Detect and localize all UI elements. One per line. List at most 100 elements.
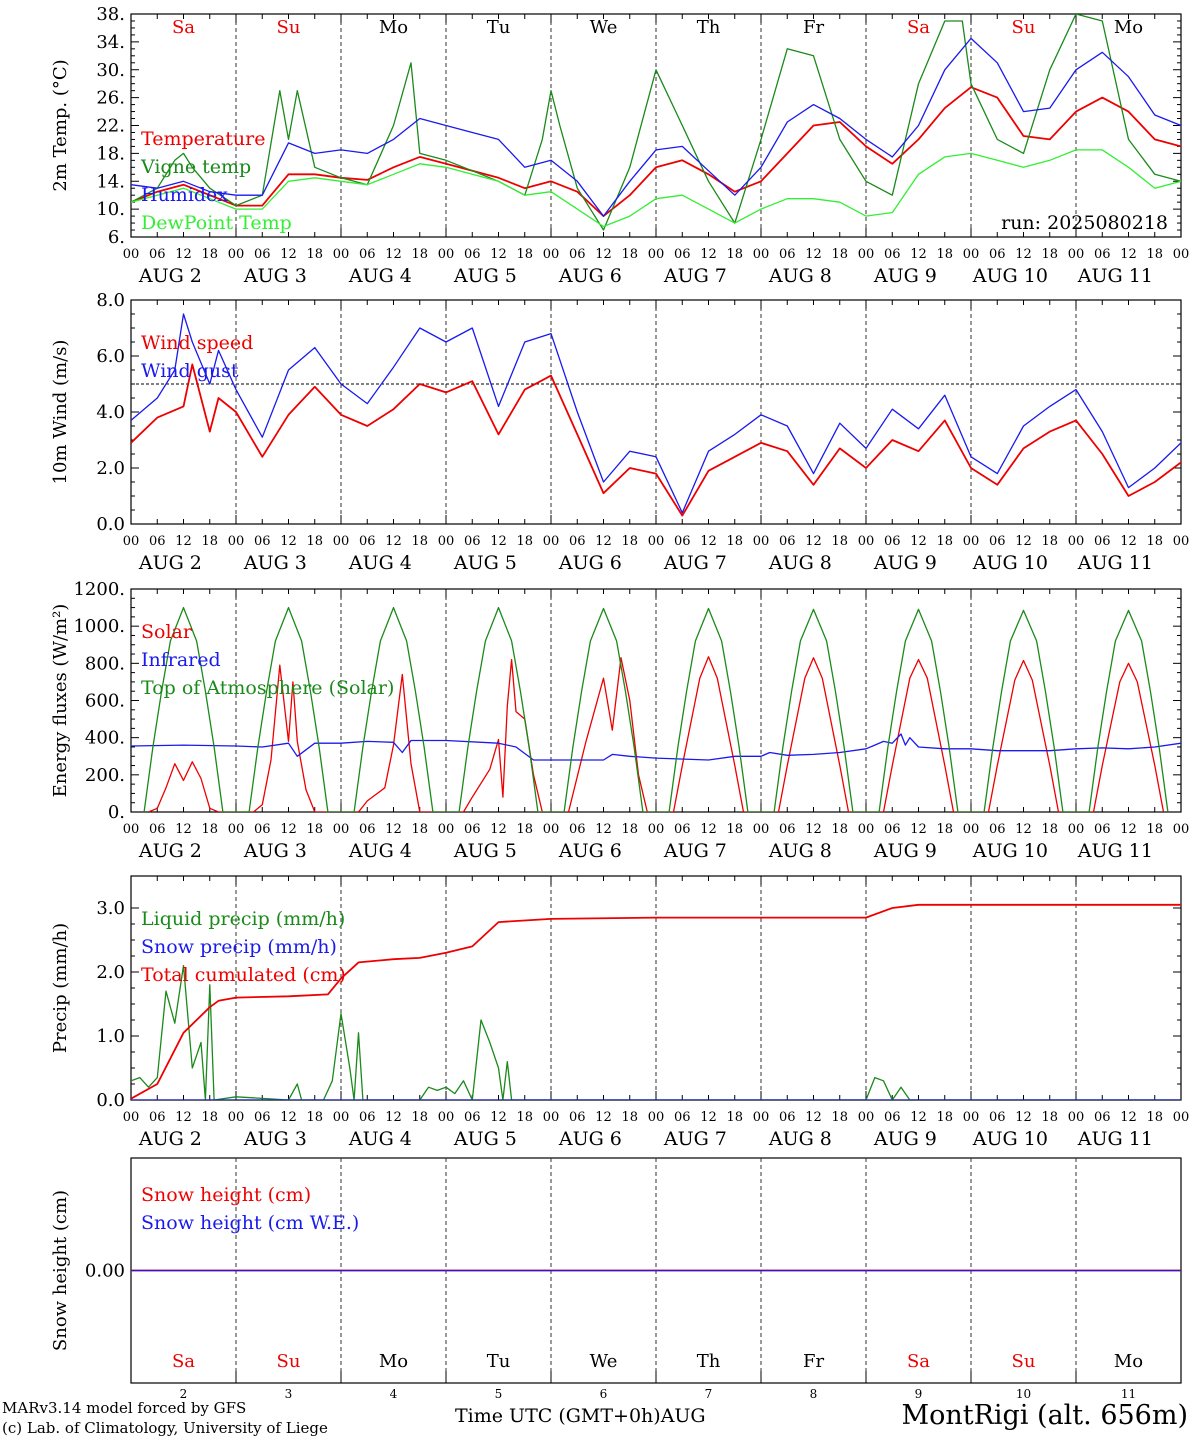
weekday-label: Th <box>697 1351 721 1372</box>
hour-tick-label: 06 <box>254 247 271 262</box>
hour-tick-label: 18 <box>201 247 218 262</box>
hour-tick-label: 18 <box>831 247 848 262</box>
date-label: AUG 3 <box>243 265 307 287</box>
hour-tick-label: 00 <box>333 822 350 837</box>
hour-tick-label: 00 <box>648 534 665 549</box>
weekday-label: Mo <box>379 1351 408 1372</box>
date-number: 9 <box>915 1387 923 1401</box>
hour-tick-label: 18 <box>411 247 428 262</box>
date-number: 4 <box>390 1387 398 1401</box>
hour-tick-label: 18 <box>306 822 323 837</box>
hour-tick-label: 00 <box>963 1110 980 1125</box>
hour-tick-label: 12 <box>805 1110 822 1125</box>
hour-tick-label: 12 <box>805 822 822 837</box>
hour-tick-label: 18 <box>621 534 638 549</box>
hour-tick-label: 06 <box>674 1110 691 1125</box>
hour-tick-label: 06 <box>359 822 376 837</box>
date-label: AUG 2 <box>138 840 202 862</box>
series-line-top-of-atmosphere-solar- <box>143 606 1169 812</box>
y-tick-label: 14. <box>96 171 125 192</box>
hour-tick-label: 06 <box>674 822 691 837</box>
hour-tick-label: 06 <box>884 534 901 549</box>
series-line-wind-gust <box>131 313 1181 514</box>
date-label: AUG 10 <box>972 265 1048 287</box>
footer-model-credit: MARv3.14 model forced by GFS <box>2 1399 247 1417</box>
date-label: AUG 4 <box>348 840 412 862</box>
date-label: AUG 3 <box>243 552 307 574</box>
y-tick-label: 0.0 <box>96 1090 125 1111</box>
y-axis-label: 2m Temp. (°C) <box>50 59 71 191</box>
y-tick-label: 6. <box>108 227 125 248</box>
hour-tick-label: 06 <box>884 822 901 837</box>
series-line-liquid-precip-mm-h- <box>131 964 1181 1100</box>
date-label: AUG 6 <box>558 265 622 287</box>
weekday-label: Sa <box>172 1351 195 1372</box>
footer-time-axis-label: Time UTC (GMT+0h)AUG <box>455 1405 706 1427</box>
legend-entry: Wind gust <box>141 360 239 382</box>
hour-tick-label: 00 <box>438 1110 455 1125</box>
y-tick-label: 10. <box>96 199 125 220</box>
date-label: AUG 11 <box>1077 552 1153 574</box>
footer-station-name: MontRigi (alt. 656m) <box>901 1400 1188 1431</box>
hour-tick-label: 06 <box>884 1110 901 1125</box>
hour-tick-label: 06 <box>1094 534 1111 549</box>
legend-entry: Solar <box>141 621 193 643</box>
hour-tick-label: 00 <box>1173 534 1190 549</box>
hour-tick-label: 06 <box>569 534 586 549</box>
hour-tick-label: 00 <box>228 822 245 837</box>
hour-tick-label: 12 <box>385 247 402 262</box>
hour-tick-label: 00 <box>543 822 560 837</box>
date-number: 8 <box>810 1387 818 1401</box>
hour-tick-label: 12 <box>280 247 297 262</box>
weekday-label: Su <box>1012 1351 1036 1372</box>
hour-tick-label: 18 <box>306 1110 323 1125</box>
legend-entry: Vigne temp <box>140 156 251 178</box>
weekday-label: Mo <box>379 17 408 38</box>
hour-tick-label: 06 <box>779 1110 796 1125</box>
date-label: AUG 6 <box>558 552 622 574</box>
hour-tick-label: 00 <box>1068 247 1085 262</box>
hour-tick-label: 00 <box>858 247 875 262</box>
hour-tick-label: 00 <box>1068 822 1085 837</box>
date-label: AUG 5 <box>453 840 517 862</box>
hour-tick-label: 06 <box>464 1110 481 1125</box>
hour-tick-label: 06 <box>1094 247 1111 262</box>
hour-tick-label: 00 <box>858 1110 875 1125</box>
hour-tick-label: 00 <box>648 247 665 262</box>
weekday-label: Su <box>277 1351 301 1372</box>
panel-precip: 00 06 12 18 00 06 12 18 00 06 12 18 00 06 12 18 00 06 12 18… <box>50 875 1189 1150</box>
date-label: AUG 11 <box>1077 840 1153 862</box>
weekday-label: We <box>590 1351 618 1372</box>
hour-tick-label: 06 <box>779 534 796 549</box>
hour-tick-label: 18 <box>1041 1110 1058 1125</box>
weekday-label: Tu <box>487 1351 511 1372</box>
footer-copyright: (c) Lab. of Climatology, University of L… <box>2 1419 328 1437</box>
hour-tick-label: 18 <box>411 822 428 837</box>
legend-entry: Total cumulated (cm) <box>141 964 346 986</box>
weekday-label: Th <box>697 17 721 38</box>
date-label: AUG 8 <box>768 265 832 287</box>
hour-tick-label: 00 <box>1068 1110 1085 1125</box>
hour-tick-label: 12 <box>175 534 192 549</box>
date-number: 6 <box>600 1387 608 1401</box>
hour-tick-label: 18 <box>201 1110 218 1125</box>
date-label: AUG 9 <box>873 1128 937 1150</box>
hour-tick-label: 06 <box>989 247 1006 262</box>
y-tick-label: 8.0 <box>96 290 125 311</box>
y-tick-label: 1.0 <box>96 1026 125 1047</box>
hour-tick-label: 06 <box>989 822 1006 837</box>
hour-tick-label: 12 <box>1120 1110 1137 1125</box>
hour-tick-label: 00 <box>543 534 560 549</box>
hour-tick-label: 06 <box>359 534 376 549</box>
weekday-label: Fr <box>803 1351 824 1372</box>
date-label: AUG 2 <box>138 1128 202 1150</box>
date-label: AUG 3 <box>243 1128 307 1150</box>
hour-tick-label: 12 <box>1015 822 1032 837</box>
legend-entry: Liquid precip (mm/h) <box>141 908 345 930</box>
hour-tick-label: 12 <box>490 822 507 837</box>
legend-entry: Top of Atmosphere (Solar) <box>141 677 394 699</box>
hour-tick-label: 12 <box>175 247 192 262</box>
y-tick-label: 3.0 <box>96 898 125 919</box>
hour-tick-label: 12 <box>700 247 717 262</box>
legend-entry: Snow precip (mm/h) <box>141 936 337 958</box>
